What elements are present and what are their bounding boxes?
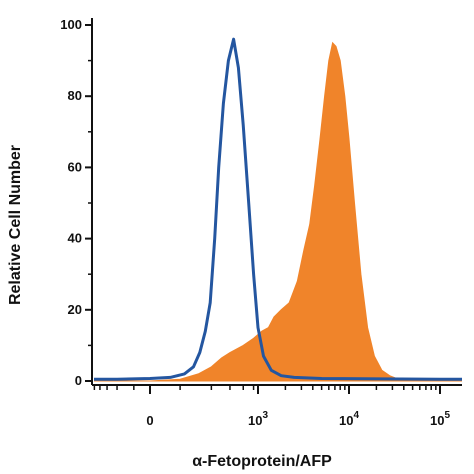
y-axis-title: Relative Cell Number xyxy=(7,145,24,305)
series-isotype-control-line xyxy=(94,37,462,381)
series-layer xyxy=(94,37,462,382)
y-ticks: 0 20 40 60 80 100 xyxy=(60,17,92,388)
y-tick-label: 0 xyxy=(75,373,82,388)
y-tick-label: 80 xyxy=(68,88,82,103)
series-AFP-stained-area xyxy=(94,41,462,382)
y-tick-label: 40 xyxy=(68,231,82,246)
y-tick-label: 100 xyxy=(60,17,82,32)
x-ticks: 0 103 104 105 xyxy=(93,385,450,428)
x-tick-label: 0 xyxy=(146,413,153,428)
x-tick-label: 103 xyxy=(248,410,268,428)
x-tick-label: 104 xyxy=(339,410,359,428)
x-axis-title: α-Fetoprotein/AFP xyxy=(192,453,332,470)
x-tick-label: 105 xyxy=(430,410,450,428)
y-tick-label: 60 xyxy=(68,159,82,174)
y-tick-label: 20 xyxy=(68,302,82,317)
